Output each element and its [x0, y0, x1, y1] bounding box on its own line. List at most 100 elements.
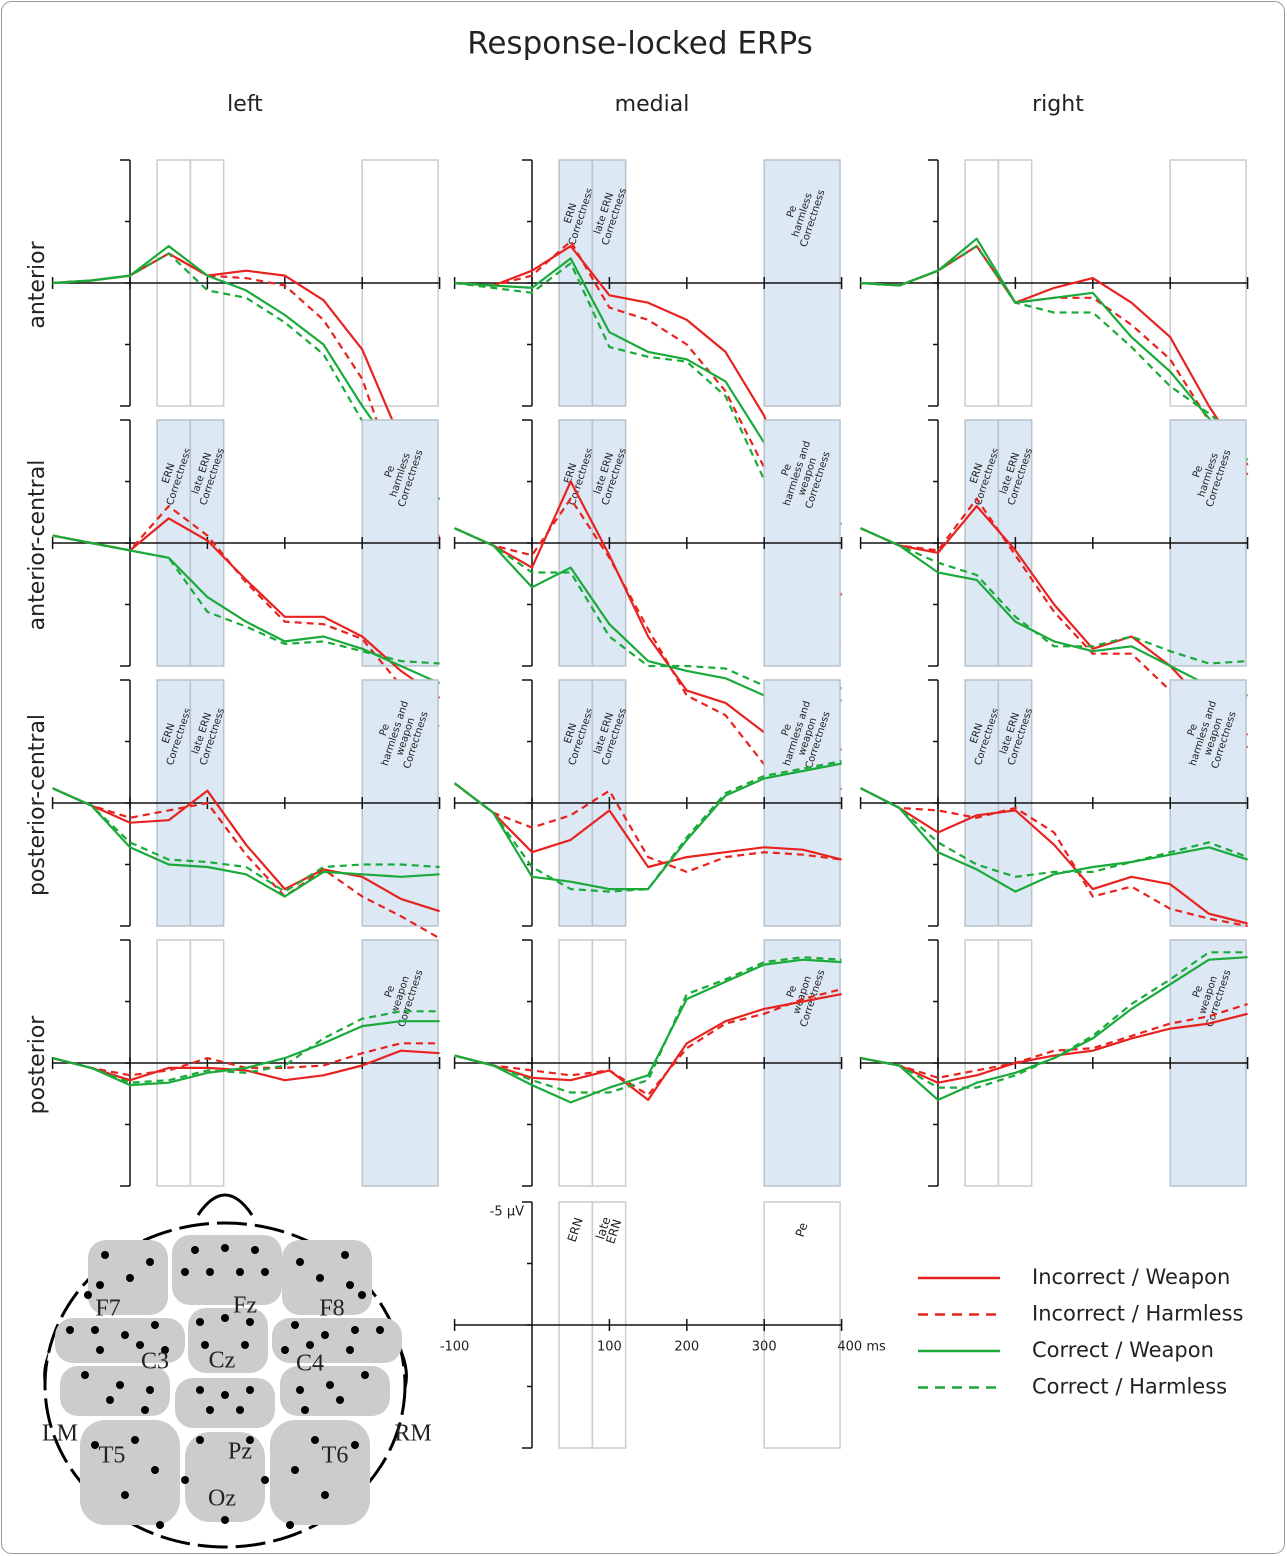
electrode	[206, 1268, 214, 1276]
erp-line	[454, 240, 843, 646]
legend-label: Correct / Harmless	[1032, 1375, 1227, 1399]
window-label: Pe	[1186, 723, 1200, 738]
erp-panel	[859, 159, 1249, 476]
electrode	[351, 1326, 359, 1334]
electrode	[84, 1291, 92, 1299]
electrode-label: T6	[322, 1443, 349, 1469]
electrode	[221, 1244, 229, 1252]
erp-line	[52, 1010, 440, 1084]
x-tick-label: 400 ms	[837, 1340, 886, 1355]
window-label: Pe	[785, 204, 799, 219]
erp-line	[454, 958, 842, 1104]
electrode-label: F8	[319, 1296, 344, 1322]
electrode	[241, 1341, 249, 1349]
electrode	[96, 1281, 104, 1289]
electrode	[66, 1326, 74, 1334]
erp-panel	[51, 159, 441, 545]
electrode	[191, 1246, 199, 1254]
row-label: posterior	[25, 1015, 50, 1115]
window-label: Pe	[780, 463, 794, 478]
row-label: anterior-central	[25, 460, 50, 631]
erp-line	[454, 988, 842, 1097]
erp-line	[860, 1012, 1248, 1084]
electrode	[336, 1396, 344, 1404]
legend-label: Correct / Weapon	[1032, 1338, 1214, 1362]
electrode	[201, 1341, 209, 1349]
electrode-label: Oz	[208, 1486, 236, 1512]
electrode	[341, 1251, 349, 1259]
erp-line	[453, 782, 842, 869]
electrode	[91, 1441, 99, 1449]
electrode	[151, 1466, 159, 1474]
electrode	[181, 1268, 189, 1276]
electrode	[351, 1441, 359, 1449]
erp-line	[52, 252, 441, 471]
electrode	[96, 1346, 104, 1354]
legend-label: Incorrect / Weapon	[1032, 1265, 1230, 1289]
electrode-label: Pz	[228, 1439, 252, 1465]
electrode-label: Fz	[233, 1293, 257, 1319]
electrode	[221, 1314, 229, 1322]
electrode	[321, 1491, 329, 1499]
electrode	[346, 1281, 354, 1289]
electrode-label: T5	[99, 1443, 126, 1469]
electrode	[236, 1268, 244, 1276]
erp-line	[860, 1002, 1248, 1079]
electrode	[291, 1321, 299, 1329]
window-label: Pe	[383, 984, 397, 999]
column-label: left	[227, 92, 263, 117]
electrode	[311, 1436, 319, 1444]
electrode	[101, 1251, 109, 1259]
legend-label: Incorrect / Harmless	[1032, 1302, 1243, 1326]
window-label: Pe	[378, 723, 392, 738]
window-label: Pe	[780, 723, 794, 738]
erp-line	[860, 527, 1248, 665]
y-axis-label: -5 µV	[490, 1205, 524, 1220]
electrode	[246, 1386, 254, 1394]
electrode-label: Cz	[209, 1348, 236, 1374]
erp-line	[453, 762, 842, 891]
erp-line	[860, 787, 1248, 925]
electrode	[121, 1491, 129, 1499]
electrode	[326, 1381, 334, 1389]
electrode	[251, 1246, 259, 1254]
electrode	[261, 1268, 269, 1276]
electrode	[196, 1436, 204, 1444]
electrode	[116, 1381, 124, 1389]
window-label: late	[593, 1215, 613, 1241]
electrode	[236, 1406, 244, 1414]
window-label: Pe	[793, 1221, 811, 1239]
erp-line	[52, 1020, 440, 1087]
electrode	[136, 1341, 144, 1349]
electrode	[81, 1371, 89, 1379]
electrode	[246, 1318, 254, 1326]
row-label: anterior	[25, 240, 50, 328]
electrode-label: RM	[394, 1421, 431, 1447]
electrode	[346, 1346, 354, 1354]
figure-title: Response-locked ERPs	[467, 26, 813, 62]
window-label: Pe	[1191, 984, 1205, 999]
electrode	[291, 1466, 299, 1474]
electrode	[126, 1274, 134, 1282]
erp-line	[52, 534, 440, 665]
electrode	[156, 1521, 164, 1529]
x-tick-label: -100	[440, 1340, 470, 1355]
electrode	[321, 1331, 329, 1339]
head-map: F7 Fz F8 C3 Cz C4 LM T5 Pz T6 RM Oz	[42, 1193, 432, 1549]
erp-line	[860, 787, 1248, 878]
electrode	[361, 1371, 369, 1379]
erp-line	[860, 527, 1248, 697]
electrode	[131, 1436, 139, 1444]
erp-line	[52, 787, 440, 913]
electrode	[121, 1331, 129, 1339]
window-label: Pe	[1191, 464, 1205, 479]
window-label: Pe	[785, 984, 799, 999]
erp-line	[52, 787, 440, 893]
